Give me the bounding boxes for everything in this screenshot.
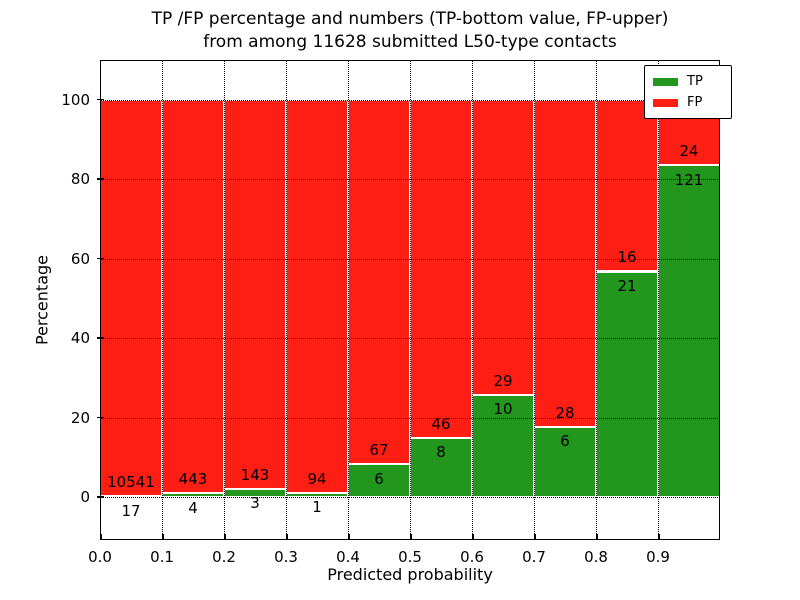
fp-count-label: 143: [240, 465, 270, 484]
bar-segment-tp: [348, 464, 410, 497]
tp-count-label: 6: [374, 469, 384, 488]
x-tick: [348, 534, 350, 540]
fp-count-label: 28: [555, 403, 575, 422]
x-tick-label: 0.5: [398, 548, 422, 566]
fp-count-label: 46: [431, 414, 451, 433]
chart-title: TP /FP percentage and numbers (TP-bottom…: [100, 8, 720, 54]
legend-tp-label: TP: [687, 74, 703, 89]
x-tick: [658, 534, 660, 540]
tp-count-label: 10: [493, 400, 513, 419]
x-gridline: [286, 60, 287, 540]
fp-count-label: 29: [493, 371, 513, 390]
y-tick-label: 60: [70, 249, 90, 268]
bar-segment-tp: [534, 426, 596, 497]
x-gridline: [348, 60, 349, 540]
y-tick: [97, 98, 104, 101]
x-tick-label: 0.4: [336, 548, 360, 566]
chart-title-line1: TP /FP percentage and numbers (TP-bottom…: [151, 9, 669, 29]
x-tick-label: 0.0: [88, 548, 112, 566]
x-tick-label: 0.2: [212, 548, 236, 566]
legend-tp-swatch-icon: [653, 77, 678, 86]
x-gridline: [472, 60, 473, 540]
tp-count-label: 3: [250, 494, 260, 513]
x-tick-label: 0.8: [584, 548, 608, 566]
fp-count-label: 443: [178, 470, 208, 489]
x-tick-label: 0.3: [274, 548, 298, 566]
bar-segment-fp: [472, 99, 534, 396]
x-tick: [534, 534, 536, 540]
bar-segment-tp: [472, 395, 534, 497]
legend-fp-swatch-icon: [653, 98, 678, 107]
x-tick-label: 0.7: [522, 548, 546, 566]
bar-segment-fp: [162, 99, 224, 494]
fp-count-label: 16: [617, 248, 637, 267]
x-tick: [472, 534, 474, 540]
x-gridline: [162, 60, 163, 540]
x-gridline: [224, 60, 225, 540]
x-tick: [100, 534, 102, 540]
bar-segment-tp: [658, 165, 720, 497]
tp-count-label: 1: [312, 498, 322, 517]
y-tick-label: 20: [70, 408, 90, 427]
x-gridline: [534, 60, 535, 540]
tp-count-label: 21: [617, 276, 637, 295]
legend-row-tp: TP: [653, 71, 723, 92]
x-tick-label: 0.6: [460, 548, 484, 566]
x-tick: [596, 534, 598, 540]
y-tick: [97, 257, 104, 260]
fp-count-label: 10541: [107, 473, 155, 492]
tp-count-label: 6: [560, 432, 570, 451]
x-tick: [162, 534, 164, 540]
x-tick: [286, 534, 288, 540]
bar-segment-fp: [348, 99, 410, 465]
bar-segment-fp: [410, 99, 472, 439]
tp-count-label: 121: [674, 170, 704, 189]
y-tick-label: 100: [61, 90, 90, 109]
tp-count-label: 4: [188, 498, 198, 517]
x-tick-label: 0.9: [646, 548, 670, 566]
bar-segment-fp: [534, 99, 596, 427]
bar-segment-fp: [286, 99, 348, 493]
x-gridline: [658, 60, 659, 540]
y-tick-label: 80: [70, 170, 90, 189]
fp-count-label: 94: [307, 469, 327, 488]
x-gridline: [410, 60, 411, 540]
y-tick-label: 40: [70, 329, 90, 348]
y-tick: [97, 416, 104, 419]
x-tick-label: 0.1: [150, 548, 174, 566]
y-tick: [97, 496, 104, 498]
legend-fp-label: FP: [687, 95, 703, 110]
y-tick-label: 0: [80, 488, 90, 506]
x-tick: [410, 534, 412, 540]
bar-segment-fp: [100, 99, 162, 497]
fp-count-label: 24: [679, 142, 699, 161]
bar-segment-tp: [596, 271, 658, 497]
tp-count-label: 17: [121, 501, 141, 520]
legend: TP FP: [644, 65, 732, 119]
bar-segment-fp: [224, 99, 286, 489]
chart-title-line2: from among 11628 submitted L50-type cont…: [203, 32, 617, 52]
y-axis-label: Percentage: [32, 254, 52, 346]
x-axis-label: Predicted probability: [327, 565, 493, 584]
y-tick: [97, 337, 104, 339]
fp-count-label: 67: [369, 441, 389, 460]
plot-area: 10541 17 443 4 143 3 94 1 67 6 46 8 29 10 28 6 16 21 24 121…: [61, 60, 732, 566]
y-tick: [97, 178, 104, 180]
tp-count-label: 8: [436, 443, 446, 462]
x-gridline: [596, 60, 597, 540]
legend-row-fp: FP: [653, 92, 723, 113]
x-tick: [224, 534, 226, 540]
bar-segment-fp: [596, 99, 658, 272]
